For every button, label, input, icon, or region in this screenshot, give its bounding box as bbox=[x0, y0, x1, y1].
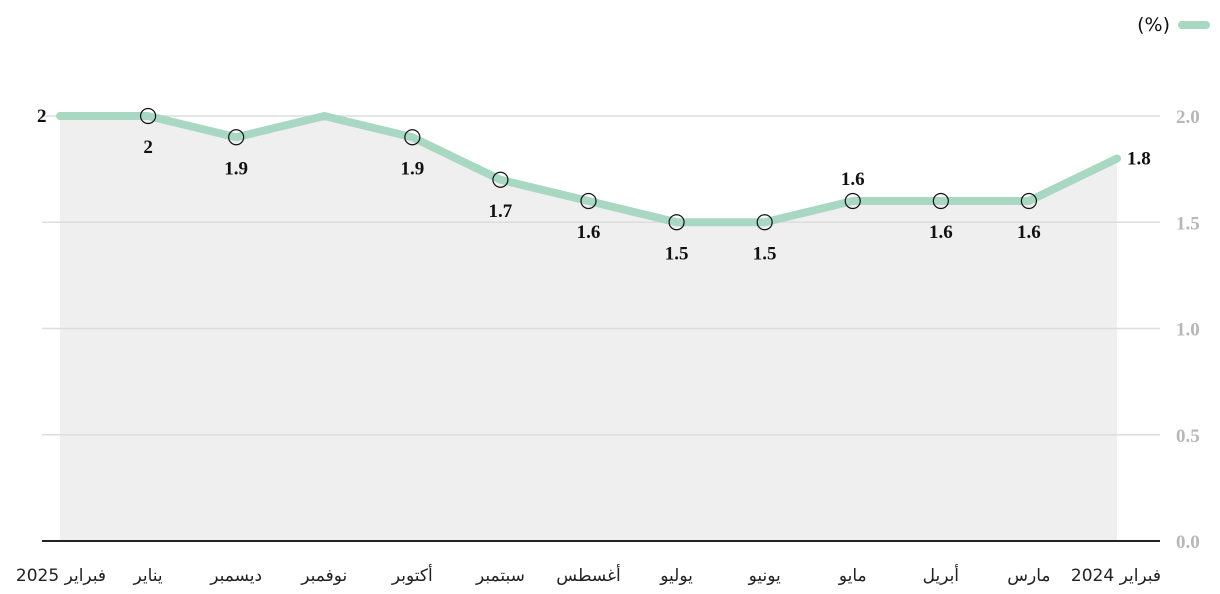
data-point bbox=[844, 192, 861, 210]
data-point bbox=[756, 214, 773, 231]
data-label: 1.9 bbox=[224, 158, 248, 179]
x-tick-label: يناير bbox=[133, 566, 163, 586]
x-tick-label: ديسمبر bbox=[209, 566, 262, 586]
x-tick-label: سبتمبر bbox=[475, 566, 525, 586]
x-tick-label: يونيو bbox=[748, 566, 781, 586]
y-tick-label: 2.0 bbox=[1176, 107, 1200, 128]
y-tick-label: 1.0 bbox=[1176, 320, 1200, 341]
data-label: 2 bbox=[37, 106, 47, 127]
data-label: 1.9 bbox=[400, 158, 424, 179]
data-point bbox=[1020, 192, 1038, 210]
data-label: 1.8 bbox=[1127, 149, 1151, 170]
legend-unit-label: (%) bbox=[1137, 14, 1170, 36]
x-tick-label: نوفمبر bbox=[300, 566, 347, 586]
x-tick-label: مايو bbox=[838, 566, 867, 586]
data-point bbox=[404, 129, 421, 146]
data-point bbox=[580, 192, 597, 210]
y-tick-label: 0.5 bbox=[1176, 426, 1200, 447]
x-tick-label: أبريل bbox=[923, 564, 959, 586]
data-label: 1.6 bbox=[577, 222, 601, 243]
y-tick-label: 1.5 bbox=[1176, 213, 1200, 234]
series-line bbox=[56, 112, 1121, 227]
data-label: 1.7 bbox=[489, 201, 513, 222]
x-tick-label: أغسطس bbox=[556, 564, 620, 586]
data-point bbox=[228, 129, 245, 146]
legend: (%) bbox=[1137, 14, 1210, 36]
data-label: 1.6 bbox=[841, 169, 865, 190]
x-tick-label: فبراير 2025 bbox=[16, 566, 106, 586]
data-point bbox=[932, 192, 949, 210]
data-label: 2 bbox=[143, 137, 153, 158]
data-label: 1.5 bbox=[753, 243, 777, 264]
x-tick-label: يوليو bbox=[659, 566, 693, 586]
data-label: 1.6 bbox=[929, 222, 953, 243]
legend-swatch bbox=[1178, 21, 1210, 29]
x-tick-label: فبراير 2024 bbox=[1071, 566, 1161, 586]
data-label: 1.6 bbox=[1017, 222, 1041, 243]
data-point bbox=[492, 171, 509, 188]
x-tick-label: أكتوبر bbox=[391, 564, 433, 586]
x-tick-label: مارس bbox=[1007, 566, 1050, 586]
data-point bbox=[668, 214, 685, 231]
data-label: 1.5 bbox=[665, 243, 689, 264]
data-point bbox=[139, 107, 157, 125]
y-tick-label: 0.0 bbox=[1176, 532, 1200, 553]
